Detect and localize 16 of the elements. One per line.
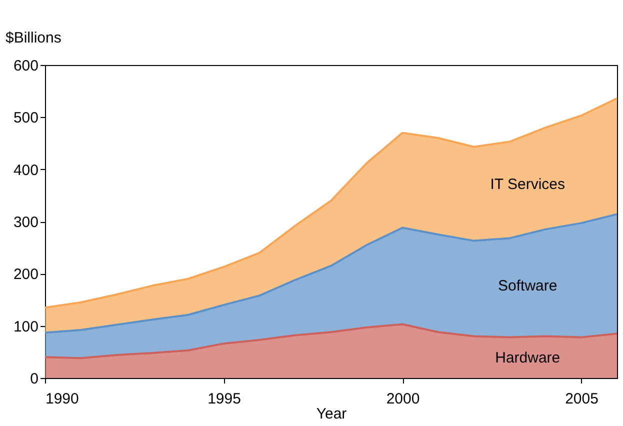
series-label: Hardware bbox=[495, 349, 560, 366]
x-tick-label: 2000 bbox=[386, 390, 420, 408]
x-tick-label: 1990 bbox=[46, 390, 79, 408]
y-tick-label: 500 bbox=[13, 110, 38, 127]
y-tick-label: 300 bbox=[13, 214, 38, 231]
y-tick-label: 400 bbox=[13, 162, 38, 179]
y-tick-label: 200 bbox=[13, 266, 38, 284]
y-axis-title: $Billions bbox=[6, 30, 62, 46]
x-axis-title: Year bbox=[316, 406, 347, 422]
y-tick-label: 100 bbox=[13, 318, 38, 336]
x-tick-label: 2005 bbox=[565, 390, 598, 408]
series-label: Software bbox=[498, 277, 558, 294]
series-label: IT Services bbox=[490, 176, 565, 194]
y-tick-label: 0 bbox=[30, 370, 38, 388]
x-tick-label: 1995 bbox=[208, 390, 241, 408]
y-tick-label: 600 bbox=[13, 58, 38, 74]
